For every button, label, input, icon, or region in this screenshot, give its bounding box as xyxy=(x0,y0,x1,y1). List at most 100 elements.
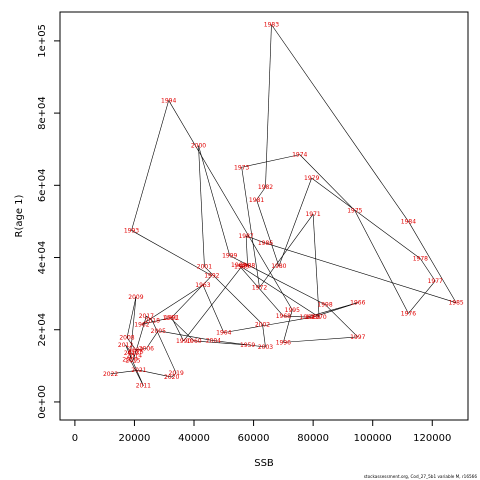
segment-1992-1993 xyxy=(131,230,213,276)
point-labels: 1959 1960 1961 1962 1963 1964 1965 1966 1967 1968… xyxy=(103,22,464,390)
point-label-2005: 2005 xyxy=(151,328,166,335)
point-label-1998: 1998 xyxy=(317,301,332,308)
point-label-1992: 1992 xyxy=(204,273,219,280)
segment-2002-2003 xyxy=(262,324,266,348)
segment-1993-1994 xyxy=(131,100,169,231)
point-label-1993: 1993 xyxy=(124,227,139,234)
segment-2018-2019 xyxy=(152,320,177,374)
segment-1972-1973 xyxy=(241,167,260,288)
point-label-1995: 1995 xyxy=(285,307,300,314)
point-label-1977: 1977 xyxy=(428,278,443,285)
segment-2020-2021 xyxy=(138,369,172,378)
point-label-1974: 1974 xyxy=(292,152,307,159)
segment-2012-2013 xyxy=(125,344,132,354)
segment-1974-1975 xyxy=(299,154,356,211)
point-label-2008: 2008 xyxy=(119,335,134,342)
point-label-1966: 1966 xyxy=(350,300,365,307)
segment-1960-1961 xyxy=(169,317,195,342)
y-axis: 0e+00 2e+04 4e+04 6e+04 8e+04 1e+05 xyxy=(37,24,60,419)
point-label-1983: 1983 xyxy=(264,22,279,29)
point-label-1970: 1970 xyxy=(311,314,326,321)
point-label-2000: 2000 xyxy=(191,143,206,150)
segment-1969-1970 xyxy=(238,264,320,318)
point-label-1989: 1989 xyxy=(234,264,249,271)
x-tick-label: 60000 xyxy=(238,433,270,444)
point-label-1969: 1969 xyxy=(231,262,246,269)
segment-2006-2007 xyxy=(135,348,147,351)
x-axis: 0 20000 40000 60000 80000 100000 120000 xyxy=(72,420,451,444)
x-tick-label: 80000 xyxy=(297,433,329,444)
y-axis-title: R(age 1) xyxy=(14,194,25,237)
segment-1959-1960 xyxy=(193,340,248,346)
segment-1988-1989 xyxy=(241,265,248,267)
point-label-2020: 2020 xyxy=(164,374,179,381)
point-label-1960: 1960 xyxy=(186,338,201,345)
y-tick-label: 4e+04 xyxy=(37,241,48,275)
segment-2008-2009 xyxy=(126,297,137,338)
segment-1980-1981 xyxy=(256,199,280,267)
segment-1963-1964 xyxy=(202,284,225,333)
x-tick-label: 0 xyxy=(72,433,78,444)
segment-2013-2014 xyxy=(131,352,135,356)
y-tick-label: 6e+04 xyxy=(37,168,48,202)
point-label-1962: 1962 xyxy=(134,321,149,328)
segment-2016-2017 xyxy=(135,315,147,352)
segment-1961-1962 xyxy=(141,317,171,325)
point-label-1971: 1971 xyxy=(305,211,320,218)
point-label-1987: 1987 xyxy=(238,233,253,240)
point-label-1979: 1979 xyxy=(304,175,319,182)
segment-1981-1982 xyxy=(256,186,266,200)
point-label-1996: 1996 xyxy=(276,339,291,346)
segment-1970-1971 xyxy=(312,214,320,318)
point-label-1988: 1988 xyxy=(240,262,255,269)
point-label-1981: 1981 xyxy=(249,197,264,204)
point-label-2011: 2011 xyxy=(136,383,151,390)
point-label-1972: 1972 xyxy=(252,284,267,291)
point-label-1975: 1975 xyxy=(347,208,362,215)
segment-1968-1969 xyxy=(238,264,284,317)
segment-2009-2010 xyxy=(129,297,137,360)
plot-frame xyxy=(59,11,469,421)
point-label-2009: 2009 xyxy=(128,294,143,301)
y-tick-label: 0e+00 xyxy=(37,385,48,419)
segment-1995-1996 xyxy=(283,309,293,343)
point-label-1991: 1991 xyxy=(164,314,179,321)
point-label-1982: 1982 xyxy=(258,184,273,191)
point-label-1978: 1978 xyxy=(413,256,428,263)
point-label-2001: 2001 xyxy=(197,264,212,271)
segment-1977-1978 xyxy=(420,258,436,282)
point-label-2002: 2002 xyxy=(255,321,270,328)
segment-1989-1990 xyxy=(183,266,242,342)
point-label-1985: 1985 xyxy=(448,300,463,307)
segment-2017-2018 xyxy=(146,315,153,321)
x-axis-title: SSB xyxy=(254,458,274,469)
source-credit: stockassessment.org, Cod_27_5b1 variable… xyxy=(364,474,478,479)
point-label-1961: 1961 xyxy=(163,315,178,322)
segment-1984-1985 xyxy=(408,221,457,303)
point-label-1976: 1976 xyxy=(401,310,416,317)
point-label-1984: 1984 xyxy=(401,218,416,225)
segment-1973-1974 xyxy=(241,154,300,168)
point-label-1965: 1965 xyxy=(305,314,320,321)
point-label-1997: 1997 xyxy=(350,334,365,341)
y-tick-label: 1e+05 xyxy=(37,24,48,58)
segment-1979-1980 xyxy=(278,177,312,267)
y-tick-label: 8e+04 xyxy=(37,96,48,130)
point-label-1999: 1999 xyxy=(222,253,237,260)
segment-1985-1986 xyxy=(265,242,457,303)
point-label-2004: 2004 xyxy=(206,338,221,345)
point-label-1964: 1964 xyxy=(216,330,231,337)
point-label-2014: 2014 xyxy=(127,353,142,360)
segment-1962-1963 xyxy=(141,284,204,325)
segment-2003-2004 xyxy=(213,340,266,348)
segment-2021-2022 xyxy=(110,369,139,375)
segment-1978-1979 xyxy=(311,177,421,259)
point-label-1973: 1973 xyxy=(234,164,249,171)
point-label-1963: 1963 xyxy=(195,282,210,289)
point-label-2019: 2019 xyxy=(169,370,184,377)
segment-2000-2001 xyxy=(198,145,205,267)
segment-1982-1983 xyxy=(265,24,272,188)
x-tick-label: 100000 xyxy=(354,433,392,444)
